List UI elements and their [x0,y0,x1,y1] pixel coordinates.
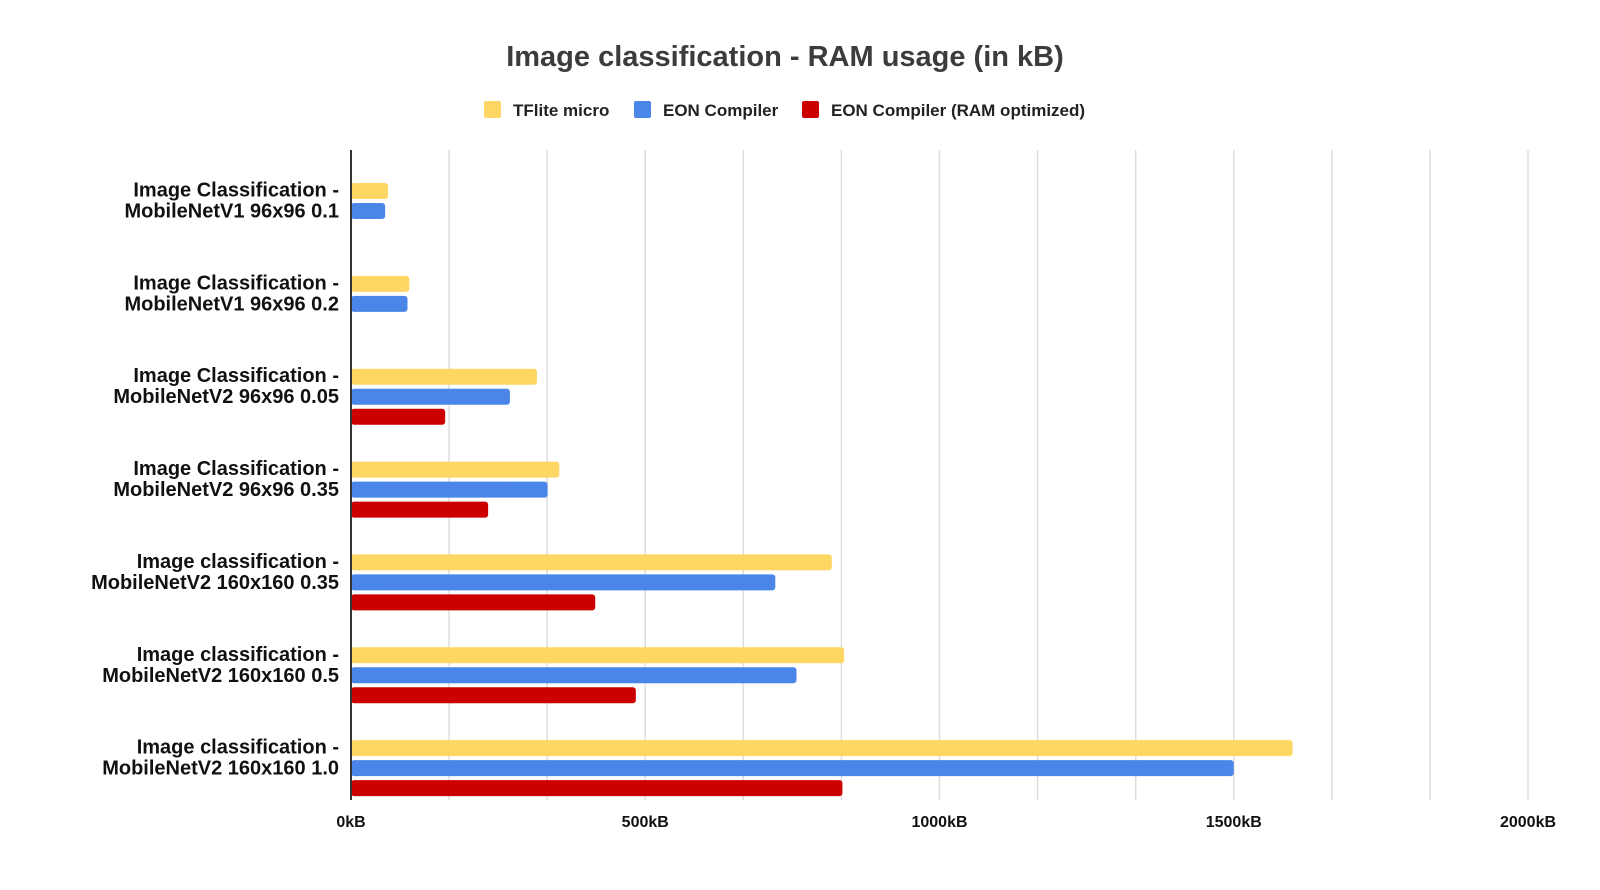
category-label: Image Classification - [133,180,339,202]
bar [351,780,843,797]
category-label: MobileNetV2 96x96 0.05 [113,386,339,408]
bar [351,667,797,684]
category-label: Image Classification - [133,458,339,480]
legend-swatch [634,101,651,118]
x-tick-label: 2000kB [1500,814,1556,831]
bar [351,183,389,199]
gridlines [448,150,1529,800]
category-label: MobileNetV2 96x96 0.35 [113,479,339,501]
legend: TFlite micro EON Compiler EON Compiler (RA… [484,101,1085,120]
bar [351,368,537,385]
category-label: MobileNetV2 160x160 0.35 [91,572,339,594]
bars [351,183,1293,797]
legend-label: TFlite micro [513,101,609,120]
category-label: Image Classification - [133,365,339,387]
x-axis-ticks: 0kB 500kB 1000kB 1500kB 2000kB [336,814,1556,831]
bar [351,501,489,518]
category-label: MobileNetV1 96x96 0.2 [124,293,339,315]
bar [351,295,408,312]
category-label: Image classification - [137,551,339,573]
bar [351,594,596,611]
bar [351,388,510,405]
bar [351,760,1234,777]
category-label: Image Classification - [133,272,339,294]
x-tick-label: 1000kB [911,814,967,831]
x-tick-label: 1500kB [1206,814,1262,831]
category-label: MobileNetV2 160x160 1.0 [102,758,339,780]
bar [351,481,548,498]
category-labels: Image Classification -MobileNetV1 96x96 … [91,180,339,780]
category-label: MobileNetV1 96x96 0.1 [124,201,339,223]
bar [351,275,410,292]
bar [351,740,1293,757]
category-label: MobileNetV2 160x160 0.5 [102,665,339,687]
legend-label: EON Compiler [663,101,779,120]
bar [351,687,636,704]
legend-swatch [484,101,501,118]
legend-label: EON Compiler (RAM optimized) [831,101,1085,120]
category-label: Image classification - [137,644,339,666]
bar [351,461,560,478]
chart-title: Image classification - RAM usage (in kB) [506,41,1064,73]
bar [351,574,776,591]
bar [351,408,446,425]
bar [351,554,832,571]
bar [351,647,845,664]
legend-swatch [802,101,819,118]
x-tick-label: 500kB [622,814,669,831]
bar [351,203,386,219]
category-label: Image classification - [137,737,339,759]
x-tick-label: 0kB [336,814,365,831]
